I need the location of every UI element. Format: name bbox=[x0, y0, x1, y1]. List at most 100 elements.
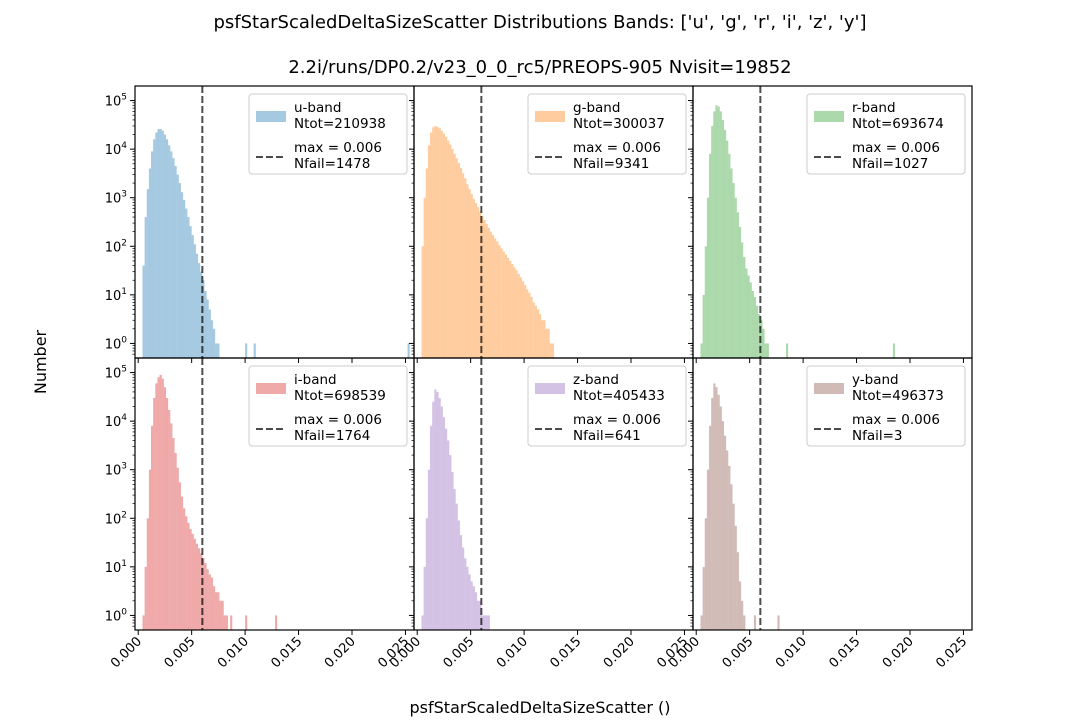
histogram-bar bbox=[717, 394, 720, 630]
histogram-bar bbox=[183, 508, 186, 630]
histogram-bar bbox=[193, 244, 196, 358]
histogram-bar bbox=[230, 615, 233, 630]
histogram-bar bbox=[711, 125, 714, 358]
histogram-bar bbox=[200, 553, 203, 630]
histogram-bar bbox=[219, 600, 222, 630]
x-tick-label: 0.020 bbox=[880, 634, 917, 671]
histogram-bar bbox=[481, 216, 484, 358]
legend-swatch bbox=[256, 383, 286, 394]
histogram-bar bbox=[170, 151, 173, 358]
histogram-bar bbox=[474, 202, 478, 358]
legend-nfail-label: Nfail=641 bbox=[573, 428, 641, 444]
histogram-bar bbox=[702, 566, 705, 630]
histogram-bar bbox=[440, 406, 443, 630]
legend-nfail-label: Nfail=9341 bbox=[573, 156, 649, 172]
histogram-bar bbox=[187, 217, 190, 358]
histogram-bar bbox=[738, 226, 742, 358]
histogram-bar bbox=[180, 496, 184, 630]
histogram-bar bbox=[449, 455, 452, 630]
histogram-bar bbox=[425, 518, 428, 630]
histogram-bar bbox=[777, 615, 780, 630]
histogram-bar bbox=[148, 469, 152, 630]
histogram-bar bbox=[472, 198, 475, 358]
histogram-bar bbox=[479, 211, 482, 358]
histogram-bar bbox=[749, 282, 752, 358]
figure-title: psfStarScaledDeltaSizeScatter Distributi… bbox=[213, 12, 866, 33]
histogram-bar bbox=[515, 270, 518, 358]
histogram-bar bbox=[187, 522, 190, 630]
histogram-bar bbox=[517, 273, 520, 358]
histogram-bar bbox=[721, 119, 724, 358]
histogram-bar bbox=[159, 128, 162, 358]
histogram-bar bbox=[430, 132, 433, 358]
histogram-bar bbox=[524, 284, 527, 358]
histogram-bar bbox=[758, 314, 761, 358]
legend-max-label: max = 0.006 bbox=[294, 412, 382, 428]
histogram-bar bbox=[459, 535, 463, 630]
histogram-bar bbox=[213, 328, 216, 358]
histogram-bar bbox=[715, 387, 718, 630]
histogram-bar bbox=[245, 615, 248, 630]
x-tick-label: 0.005 bbox=[441, 634, 478, 671]
histogram-bar bbox=[700, 615, 703, 630]
x-tick-label: 0.015 bbox=[547, 634, 584, 671]
histogram-bar bbox=[462, 173, 465, 358]
histogram-bar bbox=[153, 139, 156, 358]
histogram-bar bbox=[509, 260, 512, 358]
histogram-bar bbox=[204, 291, 207, 358]
panel-y-band: 0.000 0.005 0.010 0.015 0.020 0.025y-bandNtot… bbox=[666, 357, 973, 671]
histogram-bar bbox=[148, 168, 152, 358]
x-tick-label: 0.025 bbox=[933, 634, 970, 671]
histogram-bar bbox=[704, 246, 707, 358]
histogram-bar bbox=[170, 423, 173, 630]
histogram-bar bbox=[168, 409, 171, 630]
histogram-bar bbox=[732, 503, 735, 630]
y-tick-label: 104 bbox=[105, 141, 128, 158]
legend-max-label: max = 0.006 bbox=[852, 140, 940, 156]
histogram-bar bbox=[766, 343, 769, 358]
histogram-bar bbox=[442, 417, 445, 630]
y-tick-label: 101 bbox=[105, 287, 127, 304]
histogram-bar bbox=[541, 320, 544, 358]
histogram-bar bbox=[200, 271, 203, 358]
histogram-bar bbox=[432, 127, 435, 358]
histogram-bar bbox=[193, 538, 196, 630]
histogram-bar bbox=[455, 503, 458, 630]
histogram-bar bbox=[709, 153, 712, 358]
histogram-bar bbox=[743, 615, 746, 630]
histogram-bar bbox=[191, 533, 194, 630]
histogram-bar bbox=[551, 343, 555, 358]
y-tick-label: 105 bbox=[105, 365, 127, 382]
legend-box bbox=[527, 365, 687, 447]
histogram-bar bbox=[189, 529, 192, 630]
histogram-bar bbox=[756, 305, 759, 358]
histogram-bar bbox=[496, 241, 499, 358]
histogram-bar bbox=[253, 343, 256, 358]
histogram-bar bbox=[195, 253, 199, 358]
histogram-bar bbox=[449, 144, 452, 358]
histogram-bar bbox=[530, 297, 533, 358]
histogram-bar bbox=[457, 520, 460, 630]
histogram-bar bbox=[724, 129, 727, 358]
histogram-bar bbox=[511, 264, 514, 358]
legend-ntot-label: Ntot=698539 bbox=[294, 388, 386, 404]
histogram-bar bbox=[730, 484, 733, 630]
histogram-bar bbox=[507, 257, 510, 358]
x-axis-label: psfStarScaledDeltaSizeScatter () bbox=[410, 698, 671, 717]
legend-band-label: u-band bbox=[294, 100, 341, 116]
histogram-bar bbox=[892, 343, 896, 358]
histogram-bar bbox=[760, 320, 763, 358]
histogram-bar bbox=[425, 168, 428, 358]
histogram-bar bbox=[457, 162, 460, 358]
x-tick-label: 0.020 bbox=[601, 634, 638, 671]
legend-max-label: max = 0.006 bbox=[852, 412, 940, 428]
legend-band-label: i-band bbox=[294, 372, 337, 388]
figure-subtitle: 2.2i/runs/DP0.2/v23_0_0_rc5/PREOPS-905 N… bbox=[288, 57, 791, 78]
histogram-bar bbox=[434, 125, 437, 358]
histogram-bar bbox=[762, 328, 765, 358]
histogram-bar bbox=[161, 378, 164, 630]
histogram-bar bbox=[751, 291, 754, 358]
